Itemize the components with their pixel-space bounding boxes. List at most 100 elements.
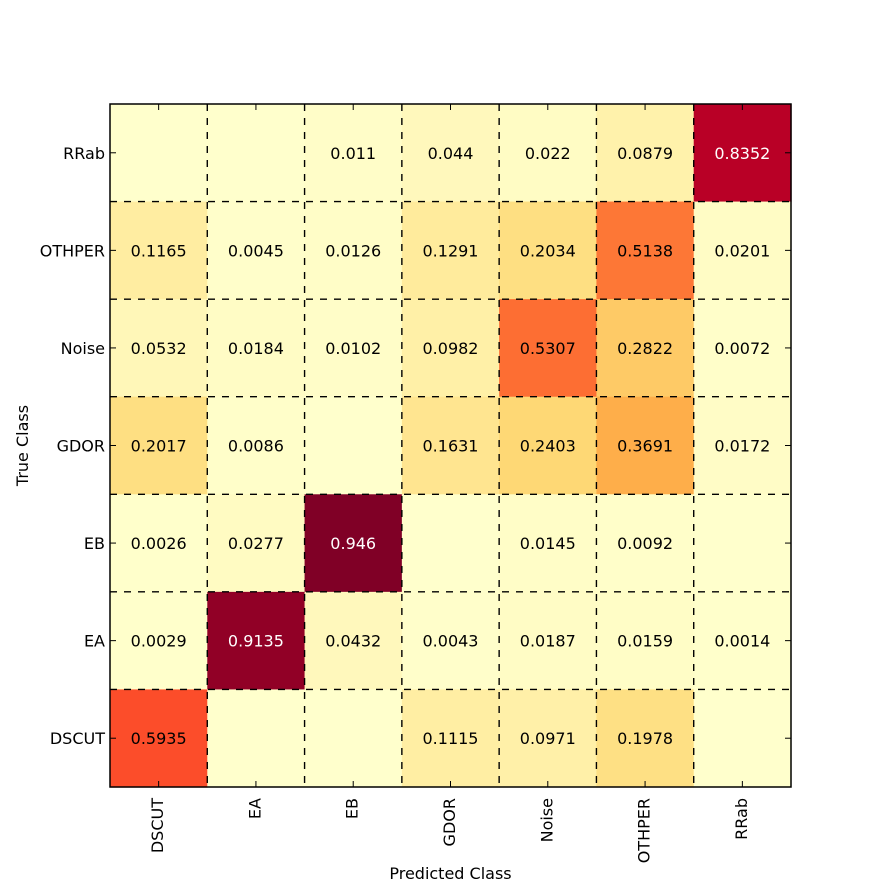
cell-value-label-eb-othper: 0.0092 [617, 534, 673, 553]
heatmap-cell-gdor-eb [304, 396, 403, 495]
heatmap-cell-gdor-dscut [110, 396, 208, 495]
heatmap-cell-ea-noise [499, 591, 598, 691]
heatmap-cell-gdor-rrab [693, 396, 792, 495]
x-tick-label-othper: OTHPER [635, 798, 654, 863]
cell-value-label-rrab-eb: 0.011 [330, 144, 376, 163]
heatmap-cell-rrab-ea [207, 104, 306, 203]
x-tick-label-noise: Noise [537, 798, 556, 842]
heatmap-cell-rrab-eb [304, 104, 403, 203]
heatmap-cell-eb-noise [499, 494, 598, 593]
heatmap-cell-dscut-ea [207, 689, 306, 788]
heatmap-cell-ea-eb [304, 591, 403, 691]
heatmap-cell-eb-rrab [693, 494, 792, 593]
cell-value-label-ea-ea: 0.9135 [228, 632, 284, 651]
y-tick-label-dscut: DSCUT [50, 729, 105, 748]
heatmap-cell-eb-gdor [401, 494, 500, 593]
cell-value-label-eb-eb: 0.946 [330, 534, 376, 553]
heatmap-cell-ea-othper [596, 591, 695, 691]
x-tick-label-eb: EB [343, 798, 362, 819]
heatmap-cell-noise-othper [596, 299, 695, 398]
cell-value-label-rrab-othper: 0.0879 [617, 144, 673, 163]
cell-value-label-eb-dscut: 0.0026 [131, 534, 187, 553]
heatmap-cell-dscut-noise [499, 689, 598, 788]
cell-value-label-othper-eb: 0.0126 [325, 241, 381, 260]
heatmap-cell-othper-gdor [401, 201, 500, 300]
cell-value-label-dscut-gdor: 0.1115 [423, 729, 479, 748]
y-tick-label-rrab: RRab [63, 144, 105, 163]
cell-value-label-eb-noise: 0.0145 [520, 534, 576, 553]
cell-value-label-rrab-gdor: 0.044 [428, 144, 474, 163]
heatmap-cell-rrab-rrab [693, 104, 792, 203]
cell-value-label-ea-eb: 0.0432 [325, 632, 381, 651]
cell-value-label-dscut-dscut: 0.5935 [131, 729, 187, 748]
cell-value-label-othper-ea: 0.0045 [228, 241, 284, 260]
heatmap-cell-dscut-dscut [110, 689, 208, 788]
x-tick-label-dscut: DSCUT [148, 798, 167, 853]
heatmap-cell-ea-gdor [401, 591, 500, 691]
cell-value-label-noise-gdor: 0.0982 [423, 339, 479, 358]
heatmap-cell-noise-eb [304, 299, 403, 398]
cell-value-label-ea-othper: 0.0159 [617, 632, 673, 651]
cell-value-label-ea-rrab: 0.0014 [714, 632, 770, 651]
heatmap-cell-noise-dscut [110, 299, 208, 398]
cell-value-label-noise-noise: 0.5307 [520, 339, 576, 358]
heatmap-cell-dscut-rrab [693, 689, 792, 788]
heatmap-cell-gdor-othper [596, 396, 695, 495]
cell-value-label-gdor-rrab: 0.0172 [714, 437, 770, 456]
y-tick-label-noise: Noise [61, 339, 105, 358]
heatmap-cell-othper-dscut [110, 201, 208, 300]
cell-value-label-noise-eb: 0.0102 [325, 339, 381, 358]
heatmap-cell-dscut-othper [596, 689, 695, 788]
cell-value-label-othper-noise: 0.2034 [520, 241, 576, 260]
x-tick-label-rrab: RRab [732, 798, 751, 840]
cell-value-label-dscut-noise: 0.0971 [520, 729, 576, 748]
cell-value-label-othper-rrab: 0.0201 [714, 241, 770, 260]
y-axis-label: True Class [13, 405, 32, 487]
x-tick-label-gdor: GDOR [440, 798, 459, 846]
cell-value-label-rrab-noise: 0.022 [525, 144, 571, 163]
x-axis-ticks: DSCUT EA EB GDOR Noise OTHPER RRab [148, 104, 751, 863]
heatmap-cell-ea-dscut [110, 591, 208, 691]
heatmap-cell-noise-noise [499, 299, 598, 398]
x-tick-label-ea: EA [245, 798, 264, 819]
cell-value-label-ea-noise: 0.0187 [520, 632, 576, 651]
heatmap-cell-noise-ea [207, 299, 306, 398]
heatmap-cell-gdor-noise [499, 396, 598, 495]
heatmap-cell-othper-othper [596, 201, 695, 300]
cell-value-label-dscut-othper: 0.1978 [617, 729, 673, 748]
heatmap-cell-noise-gdor [401, 299, 500, 398]
y-axis-ticks: RRab OTHPER Noise GDOR EB EA DSCUT [40, 144, 791, 748]
heatmap-cell-eb-othper [596, 494, 695, 593]
cell-value-label-noise-othper: 0.2822 [617, 339, 673, 358]
cell-value-label-gdor-gdor: 0.1631 [423, 437, 479, 456]
y-tick-label-othper: OTHPER [40, 241, 105, 260]
cell-value-label-othper-dscut: 0.1165 [131, 241, 187, 260]
heatmap-cell-gdor-gdor [401, 396, 500, 495]
heatmap-cell-ea-rrab [693, 591, 792, 691]
heatmap-cell-rrab-noise [499, 104, 598, 203]
cell-value-label-eb-ea: 0.0277 [228, 534, 284, 553]
cell-value-label-rrab-rrab: 0.8352 [714, 144, 770, 163]
heatmap-cell-othper-eb [304, 201, 403, 300]
cell-value-label-gdor-dscut: 0.2017 [131, 437, 187, 456]
heatmap-cell-rrab-gdor [401, 104, 500, 203]
y-tick-label-eb: EB [84, 534, 105, 553]
cell-value-label-noise-rrab: 0.0072 [714, 339, 770, 358]
heatmap-cell-eb-ea [207, 494, 306, 593]
plot-border [109, 103, 792, 788]
heatmap-cell-noise-rrab [693, 299, 792, 398]
heatmap-cell-othper-noise [499, 201, 598, 300]
heatmap-cell-othper-ea [207, 201, 306, 300]
cell-value-label-othper-gdor: 0.1291 [423, 241, 479, 260]
cell-value-label-noise-ea: 0.0184 [228, 339, 284, 358]
heatmap-cell-eb-dscut [110, 494, 208, 593]
y-tick-label-gdor: GDOR [57, 437, 105, 456]
heatmap-cell-dscut-gdor [401, 689, 500, 788]
cell-value-label-noise-dscut: 0.0532 [131, 339, 187, 358]
cell-value-label-gdor-ea: 0.0086 [228, 437, 284, 456]
grid-lines [110, 104, 791, 787]
cell-value-label-ea-dscut: 0.0029 [131, 632, 187, 651]
heatmap-cell-ea-ea [207, 591, 306, 691]
